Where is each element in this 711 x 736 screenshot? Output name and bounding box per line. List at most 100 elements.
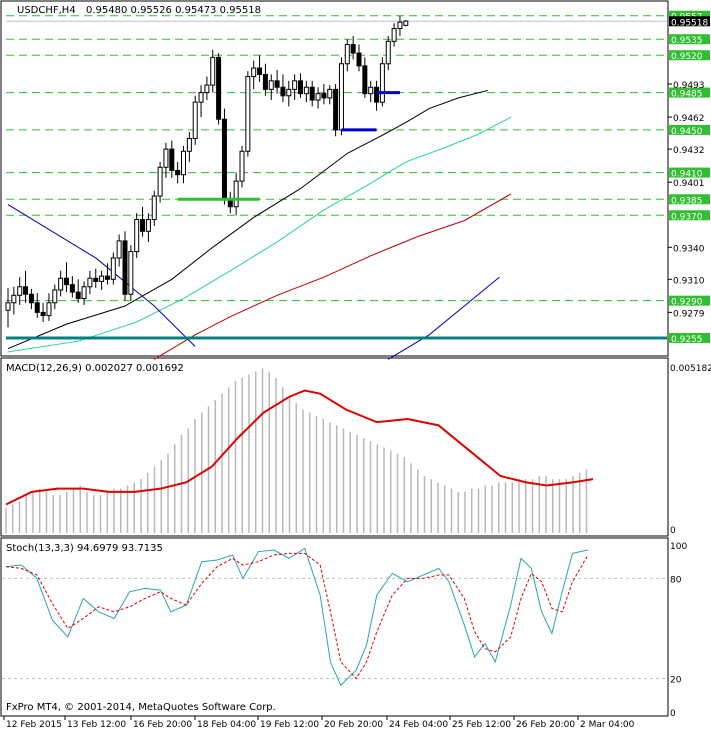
y-tick-label: 0.9432	[673, 146, 705, 156]
candle-body	[268, 80, 274, 90]
level-label: 0.9410	[671, 170, 703, 180]
level-label: 0.9385	[671, 196, 703, 206]
candle-body	[11, 294, 17, 304]
level-label: 0.9255	[671, 335, 703, 345]
current-price-label: 0.95518	[671, 18, 708, 28]
stoch-line	[5, 547, 589, 687]
candle-body	[23, 286, 29, 295]
candle-body	[181, 150, 186, 176]
candle-body	[134, 219, 140, 253]
ma-line	[7, 89, 488, 350]
candle-body	[333, 88, 339, 131]
price-panel-frame	[0, 0, 669, 357]
candle-body	[34, 302, 40, 313]
candle-body	[75, 291, 81, 300]
candle-body	[379, 63, 385, 103]
symbol-title: USDCHF,H4	[17, 5, 76, 16]
y-tick-label: 0.9401	[673, 179, 705, 189]
candle-body	[245, 76, 251, 152]
candle-body	[292, 80, 298, 90]
candle-body	[40, 311, 46, 317]
stoch-line	[5, 552, 589, 680]
candle-body	[122, 240, 128, 295]
ma-line	[153, 193, 512, 360]
candle-body	[210, 56, 216, 86]
candle-body	[286, 88, 292, 97]
level-label: 0.9290	[671, 298, 703, 308]
y-tick-label: 0.9279	[673, 309, 705, 319]
candle-body	[368, 86, 374, 95]
candle-body	[374, 86, 380, 103]
candle-body	[257, 67, 263, 75]
candle-body	[204, 84, 210, 94]
x-tick-label: 24 Feb 04:00	[389, 720, 448, 730]
copyright-text: FxPro MT4, © 2001-2014, MetaQuotes Softw…	[6, 702, 276, 713]
candle-body	[145, 219, 151, 232]
level-label: 0.9450	[671, 127, 703, 137]
candle-body	[385, 40, 391, 65]
macd-y-tick-label: 0	[670, 526, 676, 536]
candle-body	[64, 277, 69, 286]
level-label-bg	[669, 50, 710, 61]
candle-body	[81, 286, 87, 300]
x-tick-label: 26 Feb 20:00	[516, 720, 575, 730]
candle-body	[116, 240, 122, 259]
x-tick-label: 18 Feb 04:00	[197, 720, 256, 730]
ma-line	[7, 116, 512, 353]
candle-body	[344, 44, 350, 65]
candle-body	[280, 86, 286, 97]
x-tick-label: 13 Feb 12:00	[67, 720, 126, 730]
candle-body	[163, 148, 169, 168]
level-label-bg	[669, 194, 710, 205]
x-tick-label: 25 Feb 12:00	[452, 720, 511, 730]
y-tick-label: 0.9493	[673, 81, 705, 91]
x-tick-label: 16 Feb 20:00	[133, 720, 192, 730]
candle-body	[151, 195, 157, 221]
candle-body	[239, 150, 245, 182]
candle-body	[298, 80, 303, 95]
candle-body	[198, 92, 204, 103]
stoch-title: Stoch(13,3,3) 94.6979 93.7135	[6, 543, 163, 554]
macd-y-tick-label: 0.005182	[670, 364, 711, 374]
x-tick-label: 20 Feb 20:00	[324, 720, 383, 730]
candle-body	[221, 118, 227, 200]
candle-body	[262, 73, 268, 90]
candle-body	[93, 277, 99, 282]
macd-panel-frame	[0, 357, 669, 537]
candle-body	[175, 169, 181, 176]
level-label-bg	[669, 332, 710, 343]
candle-body	[274, 80, 280, 88]
candle-body	[356, 52, 362, 67]
current-price-bg	[669, 16, 710, 27]
candle-body	[338, 63, 344, 131]
level-label-bg	[669, 87, 710, 98]
candle-body	[157, 166, 163, 197]
macd-signal-line	[5, 389, 594, 506]
candle-body	[28, 293, 34, 304]
level-label-bg	[669, 295, 710, 306]
candle-body	[169, 148, 175, 171]
level-label-bg	[669, 124, 710, 135]
candle-body	[52, 289, 58, 304]
candle-body	[327, 88, 333, 99]
candle-body	[69, 284, 75, 293]
candle-body	[87, 277, 93, 288]
candle-body	[303, 86, 309, 95]
candle-body	[309, 86, 315, 101]
candle-body	[128, 251, 134, 295]
candle-body	[362, 65, 368, 95]
candle-body	[216, 56, 222, 120]
candle-body	[192, 101, 198, 139]
y-tick-label: 0.9310	[673, 276, 705, 286]
macd-title: MACD(12,26,9) 0.002027 0.001692	[6, 363, 184, 374]
x-tick-label: 19 Feb 12:00	[260, 720, 319, 730]
candle-body	[17, 286, 23, 296]
candle-body	[140, 219, 146, 232]
candle-body	[251, 67, 257, 78]
candle-body	[397, 21, 403, 30]
y-tick-label: 0.9462	[673, 114, 705, 124]
level-label-bg	[669, 10, 710, 21]
x-tick-label: 12 Feb 2015	[6, 720, 62, 730]
